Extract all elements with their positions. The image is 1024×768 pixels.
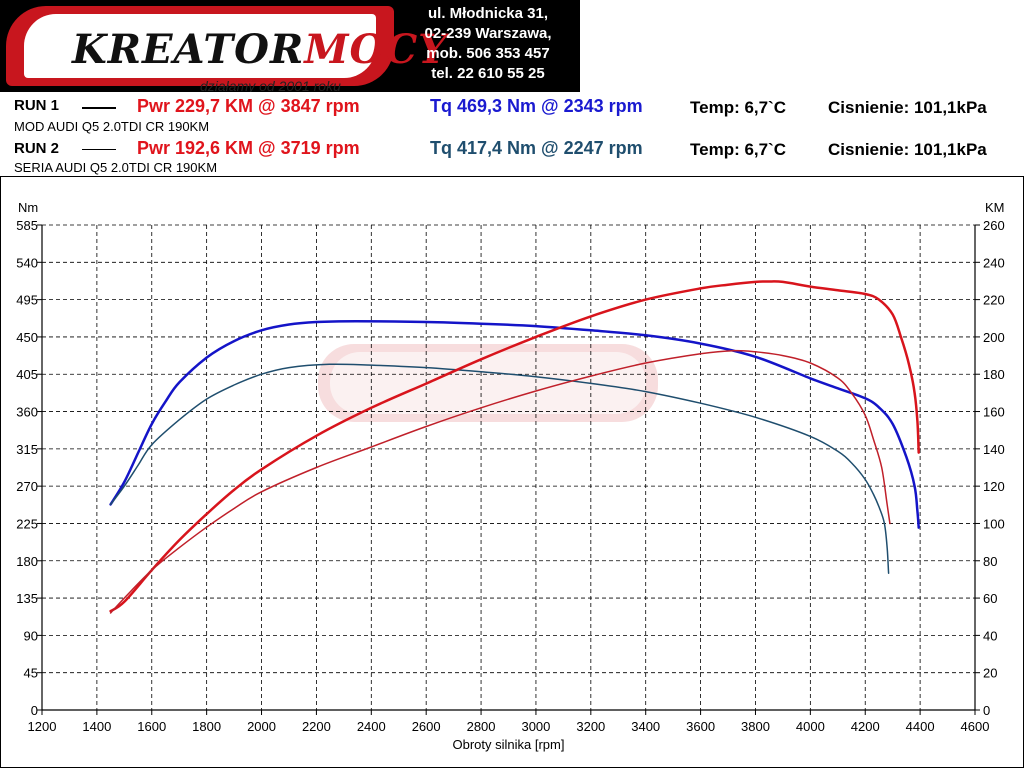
address-line: ul. Młodnicka 31, — [427, 5, 549, 22]
run2-label: RUN 2 — [14, 140, 60, 157]
address-line: tel. 22 610 55 25 — [431, 65, 545, 82]
run1-label: RUN 1 — [14, 97, 60, 114]
run2-pressure: Cisnienie: 101,1kPa — [828, 140, 987, 159]
run1-legend-line — [82, 107, 116, 109]
logo-banner: KREATORMOCY działamy od 2001 roku ul. Mł… — [0, 0, 580, 92]
logo-tagline: działamy od 2001 roku — [200, 78, 341, 92]
run2-power-readout: Pwr 192,6 KM @ 3719 rpm — [137, 138, 360, 158]
run2-torque-readout: Tq 417,4 Nm @ 2247 rpm — [430, 138, 643, 158]
run1-power-readout: Pwr 229,7 KM @ 3847 rpm — [137, 96, 360, 116]
logo-wordmark: KREATORMOCY — [72, 26, 448, 73]
logo-badge: KREATORMOCY działamy od 2001 roku — [6, 6, 447, 92]
contact-address: ul. Młodnicka 31, 02-239 Warszawa, mob. … — [400, 4, 576, 84]
run1-description: MOD AUDI Q5 2.0TDI CR 190KM — [14, 119, 210, 134]
chart-frame — [0, 176, 1024, 768]
run1-temperature: Temp: 6,7`C — [690, 98, 787, 117]
address-line: mob. 506 353 457 — [426, 45, 550, 62]
run1-torque-readout: Tq 469,3 Nm @ 2343 rpm — [430, 96, 643, 116]
run2-legend-line — [82, 149, 116, 150]
run1-pressure: Cisnienie: 101,1kPa — [828, 98, 987, 117]
address-line: 02-239 Warszawa, — [424, 25, 552, 42]
run2-description: SERIA AUDI Q5 2.0TDI CR 190KM — [14, 160, 218, 175]
run2-temperature: Temp: 6,7`C — [690, 140, 787, 159]
